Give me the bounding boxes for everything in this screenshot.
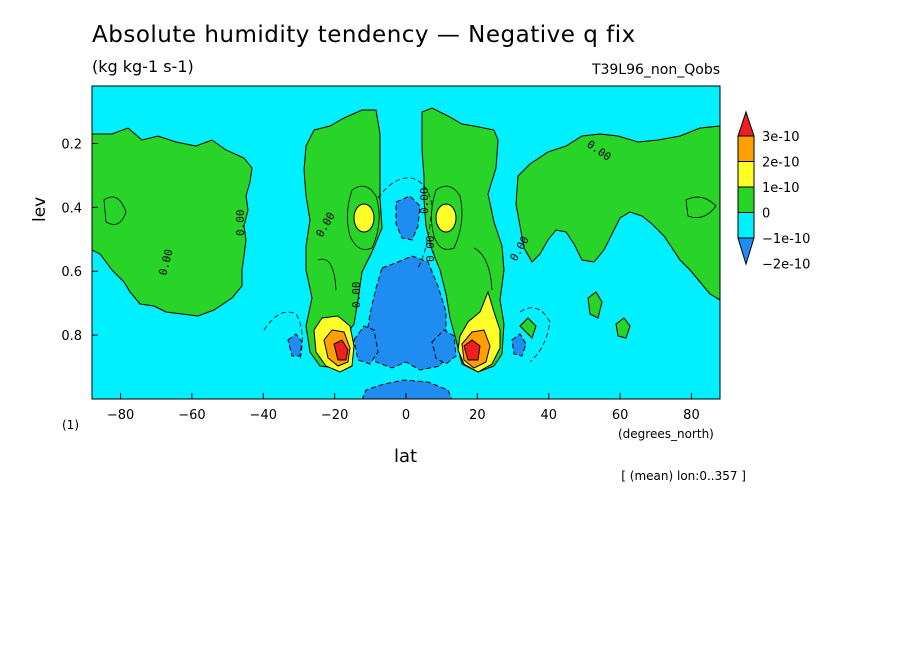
plot-area: 0.00 0.00 0.00 0.00 0.00 0.00 0.00 0.00 xyxy=(92,86,720,399)
colorbar-arrow-top xyxy=(737,110,755,137)
colorbar-arrow-bottom xyxy=(737,237,755,266)
contour-label: 0.00 xyxy=(418,188,431,215)
contour-line xyxy=(473,247,493,291)
contour-label: 0.00 xyxy=(234,210,247,237)
island-positive-2 xyxy=(587,291,603,319)
region-negative-sh-low xyxy=(353,325,379,365)
chart-units: (kg kg-1 s-1) xyxy=(92,57,194,76)
contour-line xyxy=(347,185,380,250)
negative-contour-lines xyxy=(263,177,551,363)
contour-line xyxy=(431,185,463,250)
y-tick-label: 0.8 xyxy=(61,329,82,344)
x-axis-label: lat xyxy=(394,446,418,467)
region-positive-sh-upper xyxy=(92,127,253,317)
x-tick-label: 20 xyxy=(469,408,486,423)
x-axis-units: (degrees_north) xyxy=(618,427,714,441)
colorbar-label: −2e-10 xyxy=(762,258,810,273)
contour-line xyxy=(317,258,337,291)
x-tick-label: 40 xyxy=(540,408,557,423)
region-max-sh-upper xyxy=(353,203,375,233)
region-negative-upper-core xyxy=(395,195,421,241)
y-tick-label: 0.4 xyxy=(61,201,82,216)
averaging-note: [ (mean) lon:0..357 ] xyxy=(621,469,746,483)
colorbar-swatch xyxy=(737,186,755,213)
region-max-nh-red xyxy=(463,339,481,361)
x-tick-label: 60 xyxy=(612,408,629,423)
contour-lines xyxy=(103,185,717,291)
panel-label: (1) xyxy=(62,418,79,432)
experiment-label: T39L96_non_Qobs xyxy=(591,62,720,78)
x-tick-label: −20 xyxy=(321,408,348,423)
x-tick-label: −80 xyxy=(107,408,134,423)
contour-label: 0.00 xyxy=(424,236,437,263)
colorbar-swatch xyxy=(737,135,755,162)
colorbar-label: −1e-10 xyxy=(762,232,810,247)
colorbar-swatch xyxy=(737,161,755,188)
colorbar: −2e-10 −1e-10 0 1e-10 2e-10 3e-10 xyxy=(737,110,810,273)
x-tick-label: −40 xyxy=(250,408,277,423)
region-negative-nh-edge xyxy=(511,333,527,357)
region-negative-sh-edge xyxy=(287,333,303,357)
contour-line xyxy=(103,196,127,225)
region-max-sh-red xyxy=(333,339,349,361)
colorbar-swatch xyxy=(737,212,755,239)
region-max-nh-upper xyxy=(435,203,457,233)
y-axis-ticks: 0.2 0.4 0.6 0.8 xyxy=(61,137,98,344)
y-tick-label: 0.6 xyxy=(61,265,82,280)
negative-contour-line xyxy=(519,307,551,363)
x-tick-label: 80 xyxy=(683,408,700,423)
negative-contour-line xyxy=(377,177,433,269)
x-tick-label: 0 xyxy=(402,408,410,423)
contour-label: 0.00 xyxy=(350,282,363,309)
colorbar-label: 1e-10 xyxy=(762,181,800,196)
region-negative-surface xyxy=(361,379,453,399)
colorbar-label: 0 xyxy=(762,207,770,222)
island-positive-1 xyxy=(615,317,631,339)
y-tick-label: 0.2 xyxy=(61,137,82,152)
region-positive-nh-upper xyxy=(515,125,720,301)
colorbar-label: 3e-10 xyxy=(762,130,800,145)
x-axis-ticks: −80 −60 −40 −20 0 20 40 60 80 xyxy=(107,393,700,423)
region-negative-nh-low xyxy=(431,329,457,365)
contour-line xyxy=(685,196,717,219)
x-tick-label: −60 xyxy=(178,408,205,423)
island-positive-3 xyxy=(519,317,537,339)
colorbar-label: 2e-10 xyxy=(762,156,800,171)
chart-title: Absolute humidity tendency — Negative q … xyxy=(92,22,636,48)
